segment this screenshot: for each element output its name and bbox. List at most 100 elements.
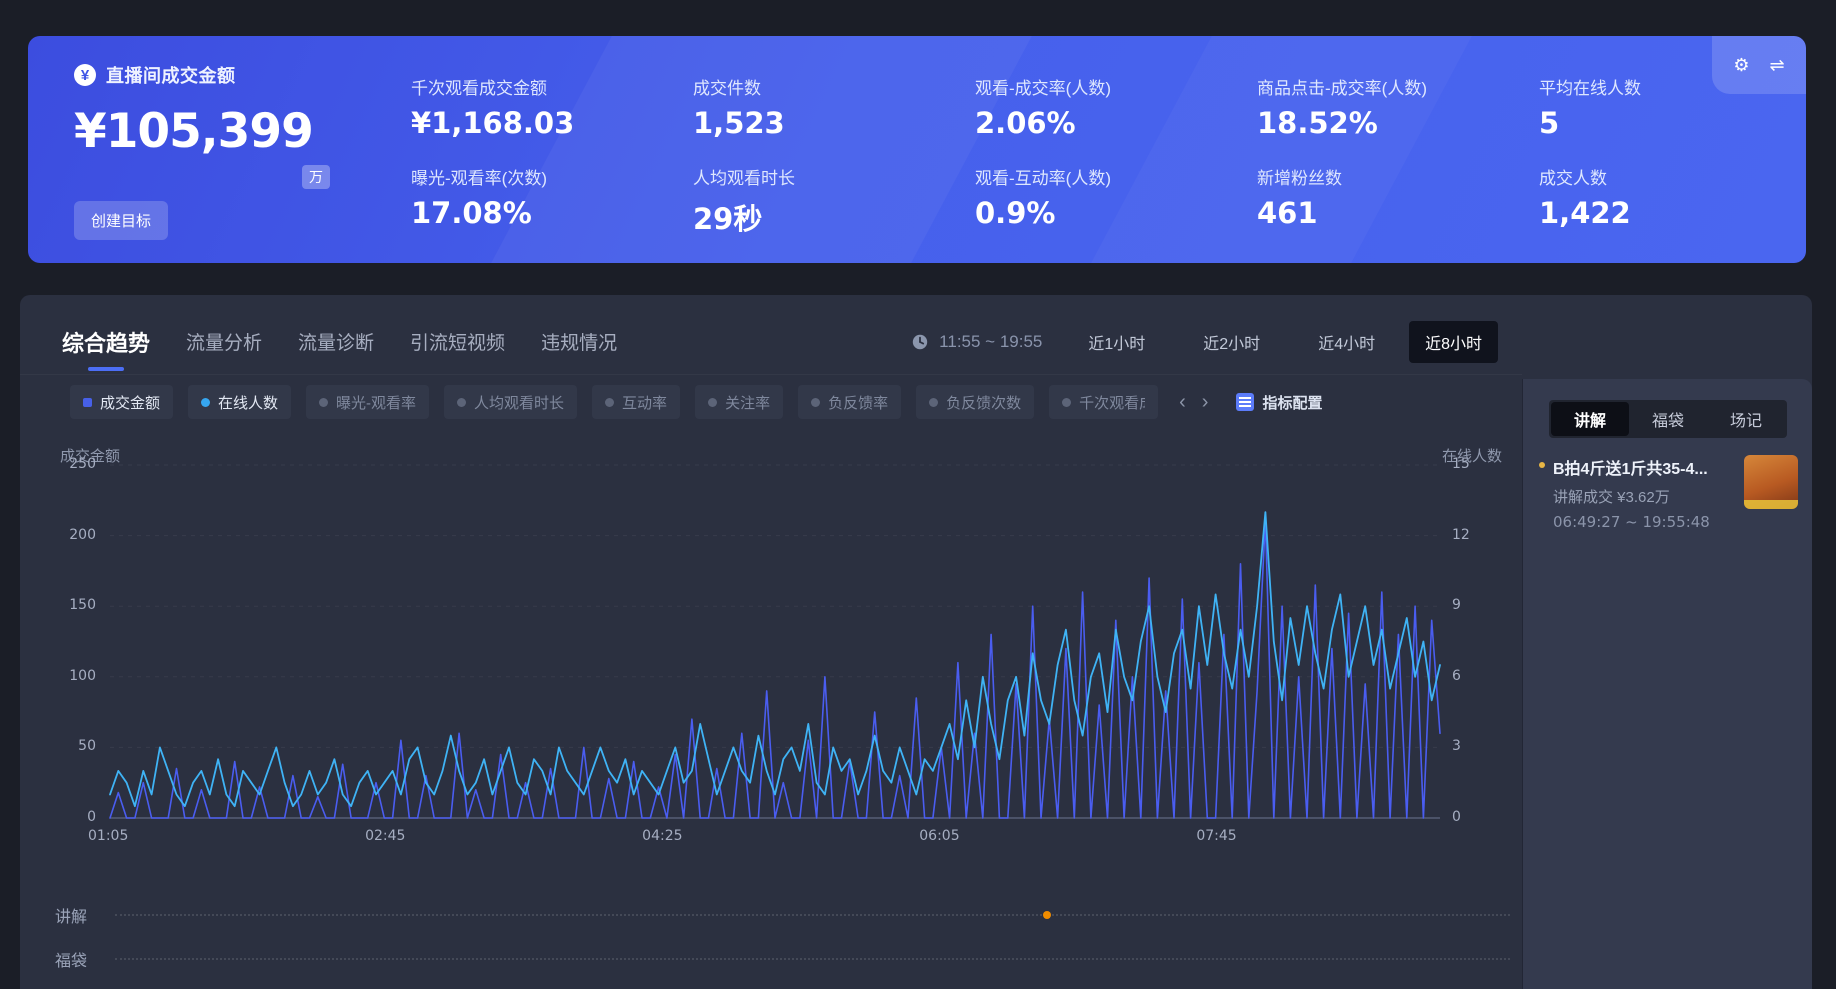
metric-chips-row: 成交金额 在线人数 曝光-观看率 人均观看时长 互动率 关注率 负反馈率 负反 — [70, 385, 1510, 419]
metric-value: 1,422 — [1539, 196, 1631, 230]
axis-tick: 02:45 — [365, 828, 406, 844]
axis-tick: 6 — [1452, 667, 1461, 684]
gmv-main-value: ¥105,399 — [74, 104, 314, 159]
axis-tick: 9 — [1452, 597, 1461, 614]
chip-label: 成交金额 — [100, 394, 161, 412]
axis-tick: 200 — [69, 526, 96, 543]
side-tab-explain[interactable]: 讲解 — [1551, 402, 1629, 436]
range-button-2h[interactable]: 近2小时 — [1203, 335, 1261, 353]
explain-event-marker[interactable] — [1042, 911, 1051, 919]
metric-value: 29秒 — [693, 202, 763, 236]
header-corner-tools: ⚙ ⇌ — [1712, 36, 1806, 94]
chip-online-users[interactable]: 在线人数 — [188, 385, 292, 419]
chip-label: 关注率 — [725, 394, 771, 412]
chip-follow-rate[interactable]: 关注率 — [695, 385, 784, 419]
axis-tick: 50 — [78, 738, 96, 755]
chip-label: 负反馈次数 — [946, 394, 1022, 412]
panel-divider — [1522, 379, 1523, 989]
range-button-4h[interactable]: 近4小时 — [1318, 335, 1376, 353]
tab-traffic-diagnosis[interactable]: 流量诊断 — [298, 333, 375, 354]
axis-tick: 04:25 — [642, 828, 683, 844]
metric-config-icon — [1236, 393, 1255, 411]
tab-violations[interactable]: 违规情况 — [541, 333, 618, 354]
chips-prev-icon[interactable]: ‹ — [1179, 391, 1186, 413]
side-panel: 讲解 福袋 场记 B拍4斤送1斤共35-4... 讲解成交 ¥3.62万 06:… — [1523, 379, 1812, 989]
axis-tick: 250 — [69, 456, 96, 472]
metric-label: 新增粉丝数 — [1257, 169, 1342, 188]
metric-value: 2.06% — [975, 106, 1076, 140]
chip-label: 互动率 — [622, 394, 668, 412]
main-panel: 综合趋势 流量分析 流量诊断 引流短视频 违规情况 11:55 ~ 19:55 … — [20, 295, 1812, 989]
metric-value: 1,523 — [693, 106, 785, 140]
timeline-row-label: 讲解 — [55, 909, 88, 926]
metric-label: 观看-成交率(人数) — [975, 79, 1111, 98]
axis-tick: 06:05 — [919, 828, 960, 844]
metric-label: 平均在线人数 — [1539, 79, 1641, 98]
chip-dot — [457, 397, 467, 407]
chip-label: 在线人数 — [218, 394, 279, 412]
gmv-card-title: 直播间成交金额 — [106, 66, 236, 86]
chips-next-icon[interactable]: › — [1201, 391, 1209, 413]
side-tab-log[interactable]: 场记 — [1729, 413, 1762, 430]
left-axis-title: 成交金额 — [60, 448, 121, 465]
explain-time-range: 06:49:27 ~ 19:55:48 — [1553, 513, 1710, 531]
gear-icon[interactable]: ⚙ — [1733, 55, 1750, 75]
metric-label: 人均观看时长 — [693, 169, 795, 188]
chip-dot — [319, 397, 329, 407]
range-button-1h[interactable]: 近1小时 — [1088, 335, 1146, 353]
series-成交金额 — [109, 517, 1441, 819]
timeline-track — [115, 958, 1510, 960]
yen-circle-icon: ¥ — [74, 64, 96, 86]
explain-list-item[interactable]: B拍4斤送1斤共35-4... 讲解成交 ¥3.62万 06:49:27 ~ 1… — [1539, 455, 1798, 531]
create-goal-button[interactable]: 创建目标 — [74, 201, 169, 240]
metric-label: 千次观看成交金额 — [411, 79, 547, 98]
axis-tick: 3 — [1452, 738, 1461, 755]
chip-dot — [83, 397, 92, 407]
chip-interaction-rate[interactable]: 互动率 — [592, 385, 681, 419]
chip-gmv-per-1000-views[interactable]: 千次观看成交金额 — [1049, 385, 1159, 419]
clock-icon — [911, 333, 929, 351]
chip-label: 人均观看时长 — [474, 394, 565, 412]
chip-label: 负反馈率 — [828, 394, 889, 412]
chip-label: 曝光-观看率 — [336, 394, 417, 412]
chips-pager: ‹ › — [1179, 392, 1208, 412]
axis-tick: 100 — [69, 667, 96, 684]
axis-tick: 15 — [1452, 456, 1470, 472]
side-panel-tabs: 讲解 福袋 场记 — [1549, 400, 1787, 438]
metric-value: 461 — [1257, 196, 1318, 230]
chip-negative-feedback-count[interactable]: 负反馈次数 — [916, 385, 1035, 419]
metric-label: 观看-互动率(人数) — [975, 169, 1111, 188]
swap-icon[interactable]: ⇌ — [1769, 55, 1785, 75]
tab-traffic-analysis[interactable]: 流量分析 — [186, 333, 263, 354]
timeline-row-lucky-bag: 福袋 — [55, 947, 1510, 971]
range-button-8h[interactable]: 近8小时 — [1409, 320, 1498, 363]
explain-gmv: 讲解成交 ¥3.62万 — [1553, 489, 1670, 506]
tab-overall-trend[interactable]: 综合趋势 — [62, 326, 150, 358]
chip-avg-watch-time[interactable]: 人均观看时长 — [444, 385, 578, 419]
metric-label: 商品点击-成交率(人数) — [1257, 79, 1427, 98]
bullet-dot-icon — [1539, 462, 1545, 468]
metric-value: 0.9% — [975, 196, 1056, 230]
side-tab-lucky-bag[interactable]: 福袋 — [1651, 413, 1684, 430]
metric-label: 成交件数 — [693, 79, 761, 98]
time-range-text: 11:55 ~ 19:55 — [939, 331, 1043, 351]
tab-short-video[interactable]: 引流短视频 — [410, 333, 506, 354]
header-metrics-grid: 千次观看成交金额 成交件数 观看-成交率(人数) 商品点击-成交率(人数) 平均… — [411, 74, 1806, 236]
axis-tick: 0 — [1452, 809, 1461, 825]
chip-dot — [708, 397, 718, 407]
chip-dot — [1062, 397, 1072, 407]
chip-dot — [605, 397, 615, 407]
right-axis-title: 在线人数 — [1442, 448, 1503, 465]
metric-label: 成交人数 — [1539, 169, 1607, 188]
chip-label: 千次观看成交金额 — [1079, 394, 1145, 412]
timeline-row-explain: 讲解 — [55, 903, 1510, 927]
metric-value: 17.08% — [411, 196, 532, 230]
axis-tick: 12 — [1452, 526, 1470, 543]
chip-exposure-view-rate[interactable]: 曝光-观看率 — [306, 385, 430, 419]
metric-value: 5 — [1539, 106, 1560, 140]
product-thumbnail — [1744, 455, 1798, 509]
chip-gmv[interactable]: 成交金额 — [70, 385, 174, 419]
chip-dot — [811, 397, 821, 407]
chip-negative-feedback-rate[interactable]: 负反馈率 — [798, 385, 902, 419]
metric-config-button[interactable]: 指标配置 — [1236, 392, 1322, 413]
